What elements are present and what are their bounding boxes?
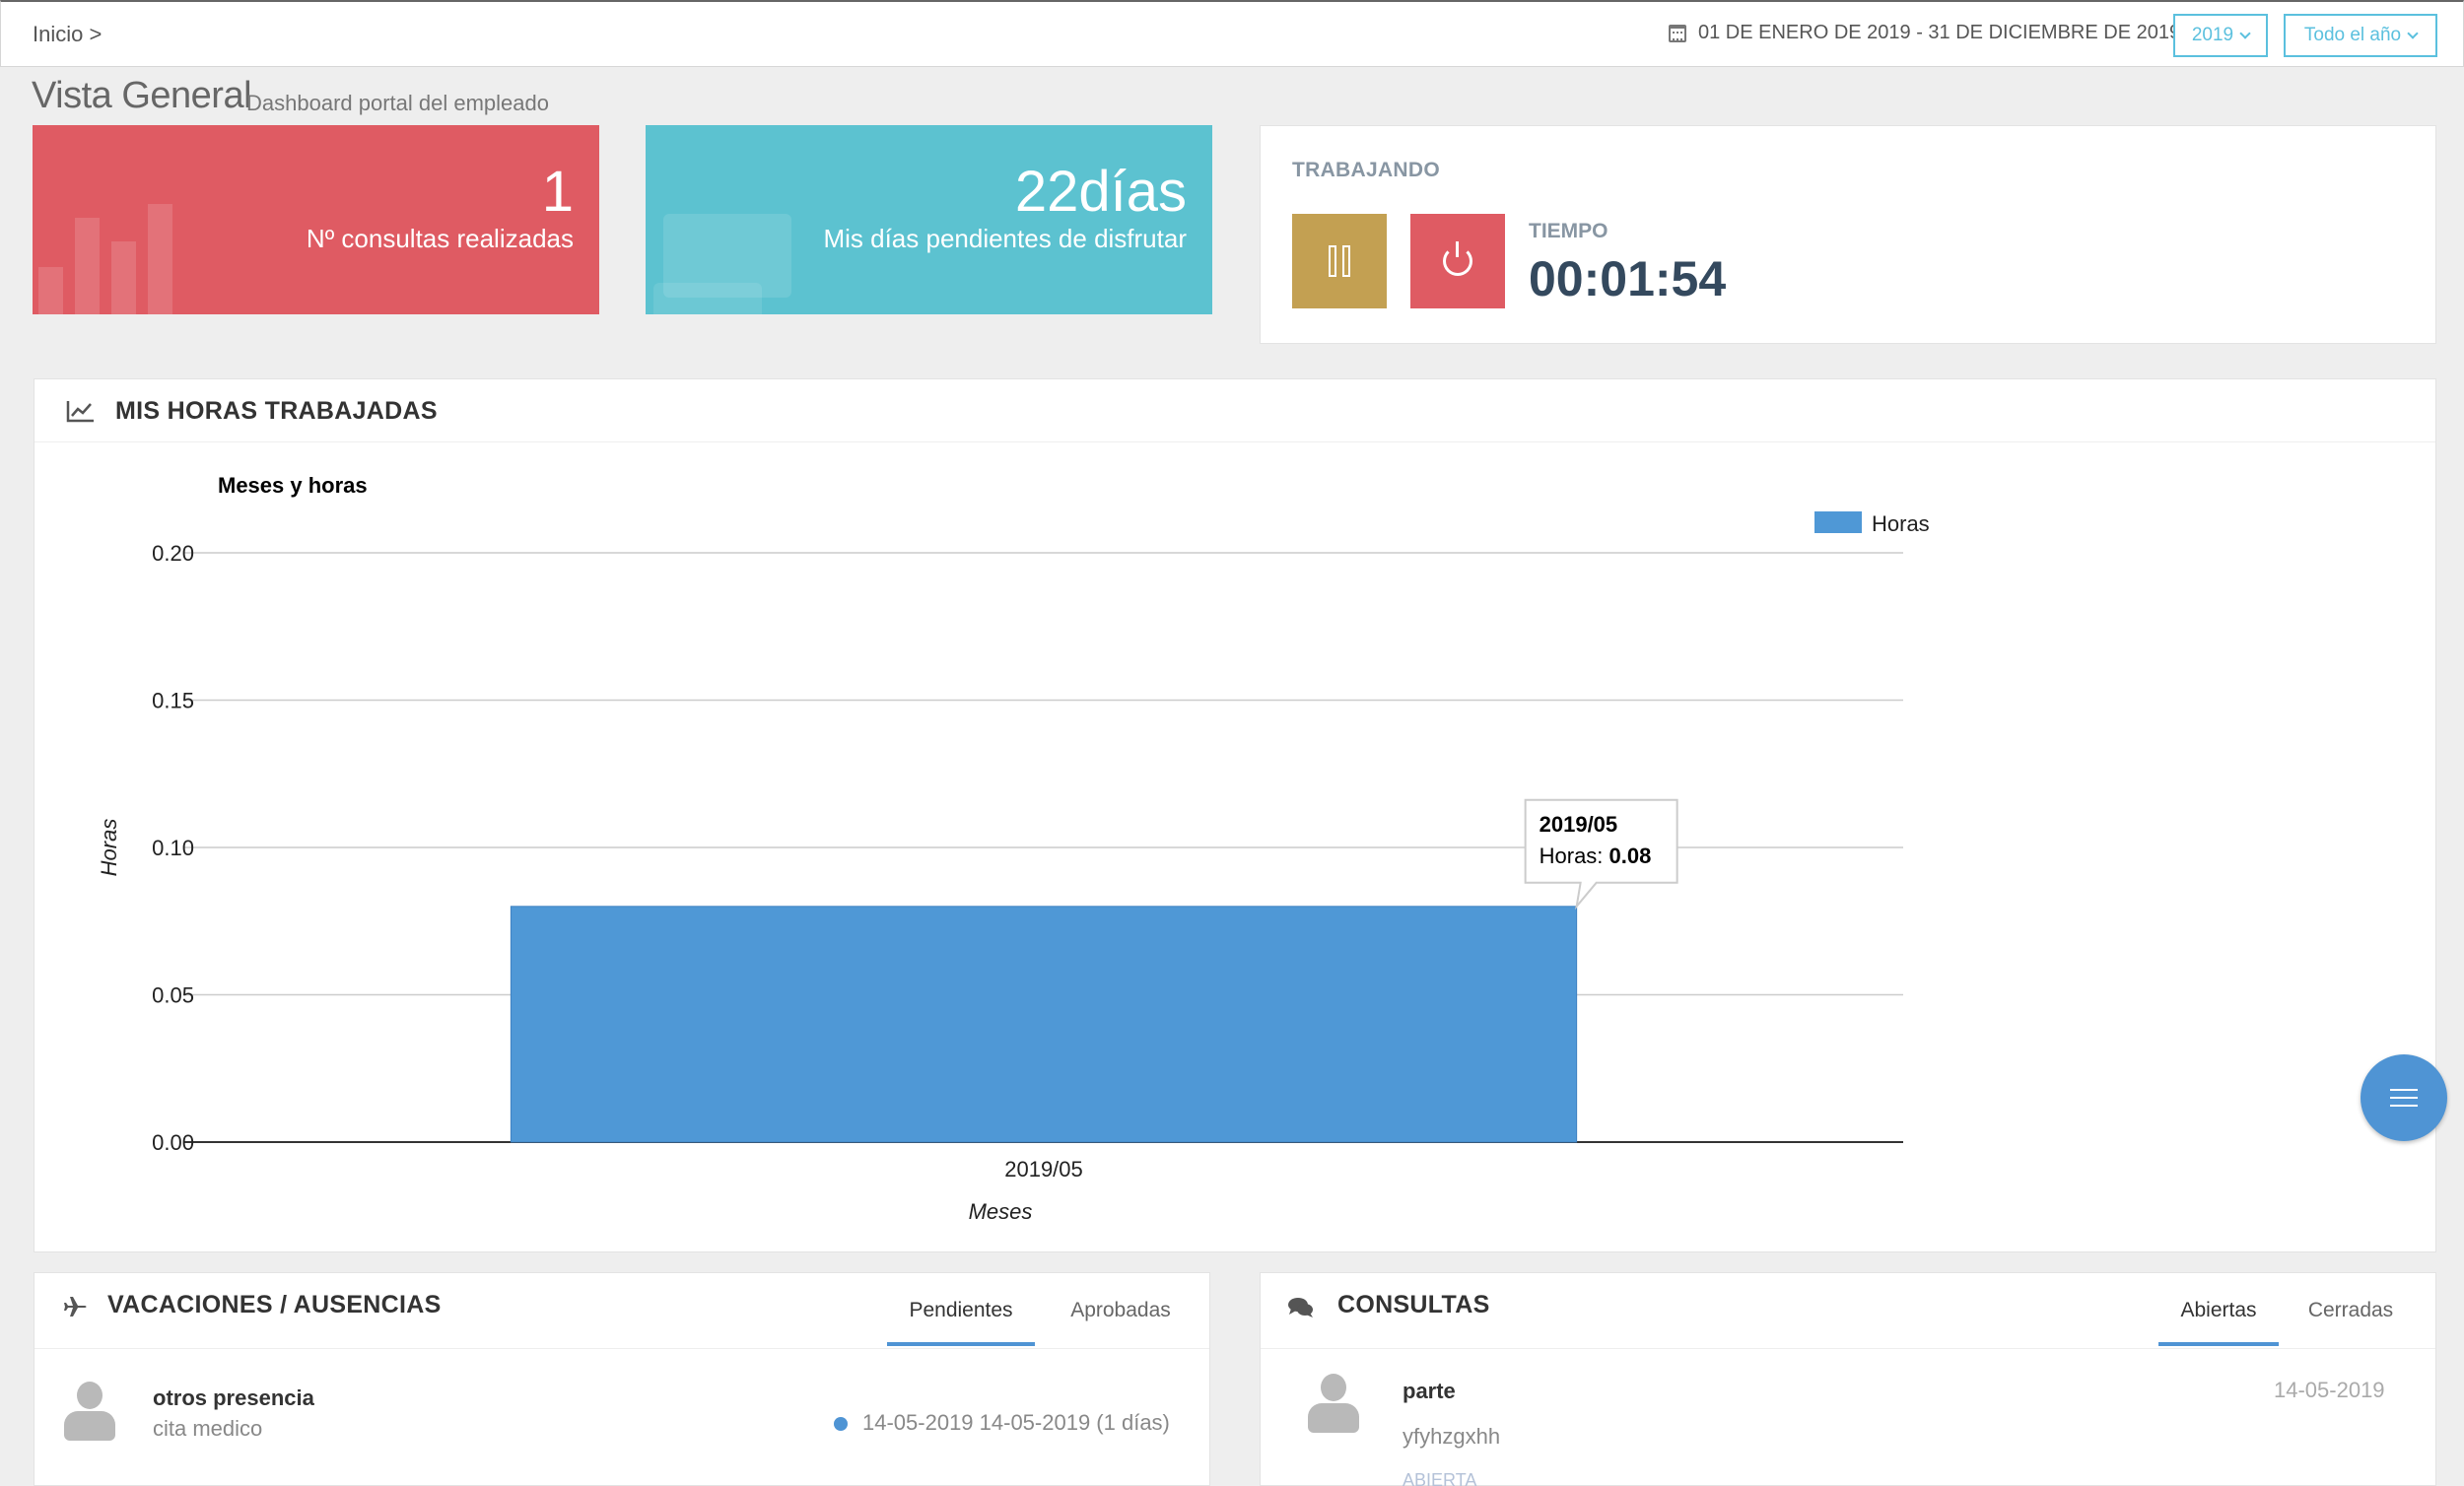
comments-icon-part xyxy=(653,283,762,314)
stop-button[interactable] xyxy=(1410,214,1505,308)
bar-chart-icon-bar xyxy=(148,204,172,314)
tab-aprobadas[interactable]: Aprobadas xyxy=(1070,1299,1171,1321)
x-tick-label: 2019/05 xyxy=(1004,1157,1083,1182)
y-tick-label: 0.15 xyxy=(152,689,194,713)
tooltip-value: Horas: 0.08 xyxy=(1540,844,1652,868)
y-tick-label: 0.10 xyxy=(152,836,194,860)
date-range: 01 DE ENERO DE 2019 - 31 DE DICIEMBRE DE… xyxy=(1669,22,2180,44)
vacations-panel: VACACIONES / AUSENCIAS Pendientes Aproba… xyxy=(34,1272,1210,1486)
tab-abiertas[interactable]: Abiertas xyxy=(2158,1299,2279,1346)
avatar xyxy=(1308,1374,1359,1433)
y-tick-label: 0.20 xyxy=(152,541,194,566)
hours-chart: Meses y horas 0.20 0.15 0.10 0.05 0.00 2019/05… xyxy=(97,473,1930,1224)
chart-title: Meses y horas xyxy=(218,473,368,498)
bar-chart-icon-bar xyxy=(111,241,136,314)
pause-icon xyxy=(1329,245,1350,277)
hours-panel: MIS HORAS TRABAJADAS Meses y horas 0.20 0.… xyxy=(34,378,2436,1252)
tooltip-box xyxy=(1524,798,1678,911)
pending-days-count: 22días xyxy=(1014,160,1187,224)
comments-icon xyxy=(663,214,791,298)
menu-button[interactable] xyxy=(2361,1054,2447,1141)
x-axis-label: Meses xyxy=(969,1199,1033,1224)
tab-cerradas[interactable]: Cerradas xyxy=(2307,1299,2394,1321)
days-stat-tile[interactable]: 22días Mis días pendientes de disfrutar xyxy=(646,125,1212,314)
consultas-panel: CONSULTAS Abiertas Cerradas parte 14-05-… xyxy=(1260,1272,2436,1486)
consultas-header: CONSULTAS Abiertas Cerradas xyxy=(1261,1273,2435,1349)
calendar-icon xyxy=(1669,24,1686,42)
working-title: TRABAJANDO xyxy=(1292,159,1440,181)
menu-icon xyxy=(2390,1089,2418,1091)
year-select-label: 2019 xyxy=(2191,25,2234,45)
period-select-label: Todo el año xyxy=(2303,25,2402,45)
consultas-stat-tile[interactable]: 1 Nº consultas realizadas xyxy=(33,125,599,314)
power-icon xyxy=(1443,241,1472,276)
bar-chart-icon-bar xyxy=(75,218,100,314)
working-panel: TRABAJANDO TIEMPO 00:01:54 xyxy=(1260,125,2436,344)
y-tick-label: 0.00 xyxy=(152,1130,194,1155)
hours-panel-header: MIS HORAS TRABAJADAS xyxy=(34,379,2435,442)
consulta-subject[interactable]: parte xyxy=(1403,1379,1456,1403)
period-select[interactable]: Todo el año xyxy=(2284,14,2437,57)
bar-chart-icon xyxy=(38,267,63,314)
time-label: TIEMPO xyxy=(1529,220,1608,242)
chevron-down-icon xyxy=(2407,27,2419,39)
time-value: 00:01:54 xyxy=(1529,251,1727,306)
legend-swatch xyxy=(1814,511,1862,533)
pause-button[interactable] xyxy=(1292,214,1387,308)
breadcrumb[interactable]: Inicio > xyxy=(33,22,103,46)
absence-dates: 14-05-2019 14-05-2019 (1 días) xyxy=(862,1410,1170,1435)
consulta-date: 14-05-2019 xyxy=(2274,1378,2385,1402)
vacations-header: VACACIONES / AUSENCIAS Pendientes Aproba… xyxy=(34,1273,1209,1349)
consultas-title: CONSULTAS xyxy=(1337,1291,1490,1318)
absence-reason: cita medico xyxy=(153,1416,263,1441)
year-select[interactable]: 2019 xyxy=(2173,14,2268,57)
consultas-label: Nº consultas realizadas xyxy=(306,224,574,253)
y-axis-label: Horas xyxy=(97,819,121,877)
y-tick-label: 0.05 xyxy=(152,983,194,1008)
page-subtitle: Dashboard portal del empleado xyxy=(246,91,549,115)
pending-days-label: Mis días pendientes de disfrutar xyxy=(823,224,1187,253)
tab-pendientes[interactable]: Pendientes xyxy=(887,1299,1035,1346)
date-range-text: 01 DE ENERO DE 2019 - 31 DE DICIEMBRE DE… xyxy=(1698,22,2181,43)
comments-icon xyxy=(1288,1298,1313,1317)
absence-type[interactable]: otros presencia xyxy=(153,1385,314,1410)
consulta-text: yfyhzgxhh xyxy=(1403,1424,1501,1449)
page-title: Vista General xyxy=(32,75,252,116)
hours-panel-title: MIS HORAS TRABAJADAS xyxy=(115,397,438,425)
legend-label: Horas xyxy=(1872,511,1930,536)
consulta-status: ABIERTA xyxy=(1403,1470,1477,1486)
bar-2019/05 xyxy=(510,906,1578,1143)
chevron-down-icon xyxy=(2239,27,2251,39)
top-bar: Inicio > 01 DE ENERO DE 2019 - 31 DE DIC… xyxy=(0,0,2464,67)
vacations-title: VACACIONES / AUSENCIAS xyxy=(107,1291,442,1318)
avatar xyxy=(64,1382,115,1441)
tooltip-title: 2019/05 xyxy=(1540,812,1618,837)
consultas-count: 1 xyxy=(541,160,574,224)
line-chart-icon xyxy=(66,401,94,423)
status-dot xyxy=(834,1417,848,1431)
plane-icon xyxy=(64,1297,87,1317)
chart-tooltip: 2019/05 Horas: 0.08 xyxy=(1524,798,1678,911)
